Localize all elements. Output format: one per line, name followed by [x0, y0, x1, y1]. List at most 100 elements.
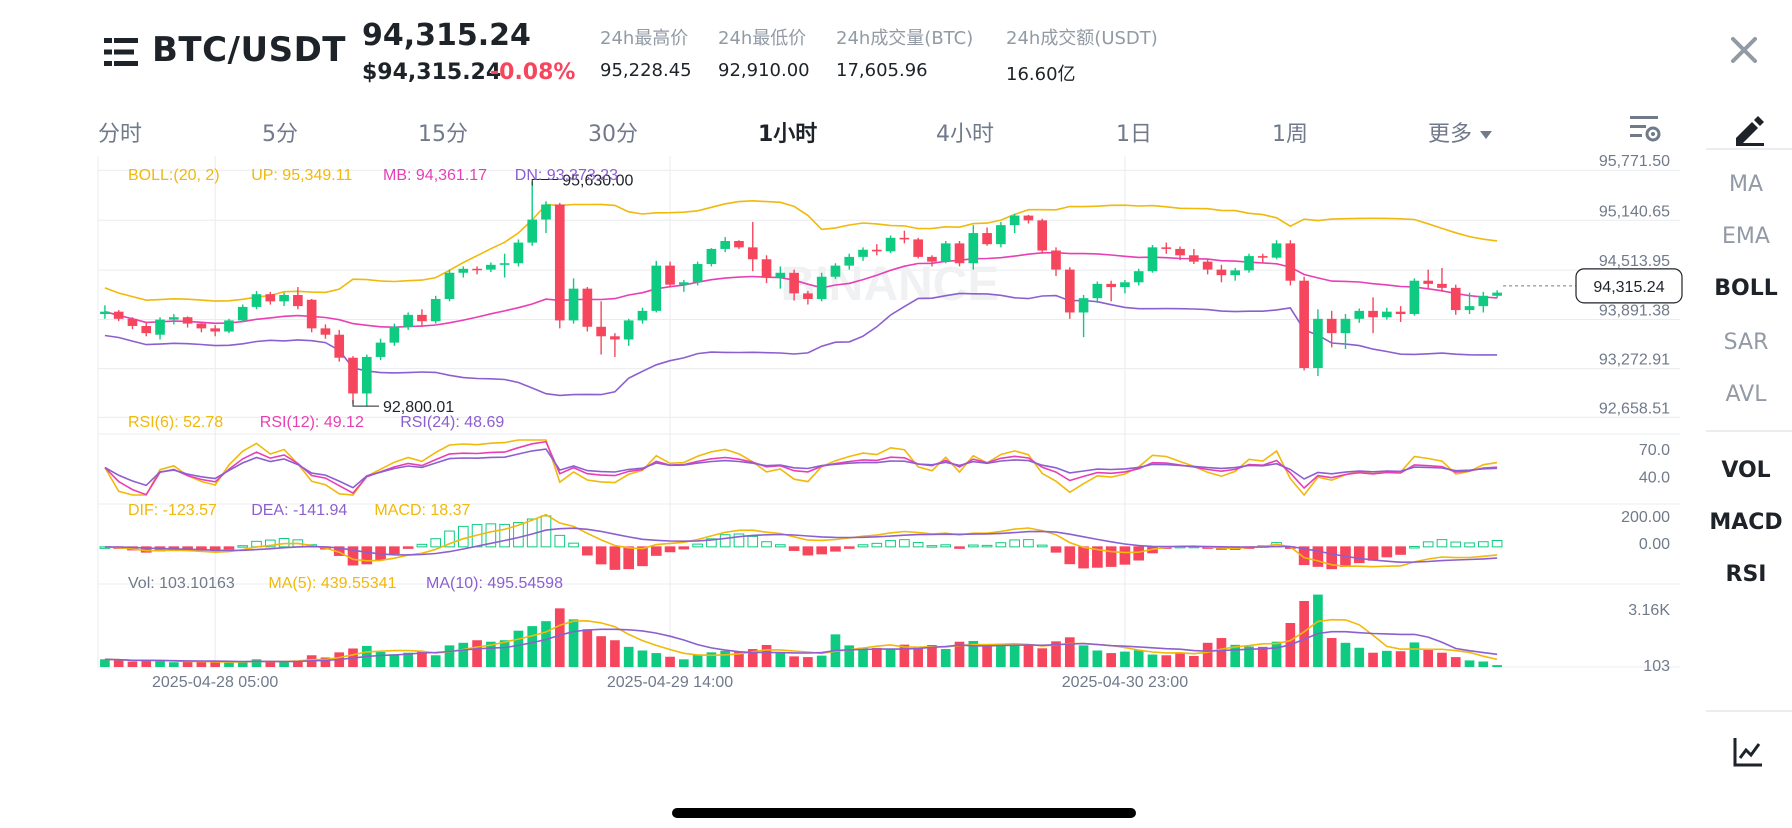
chart-settings-icon[interactable]	[1628, 112, 1662, 144]
volume-bar	[1064, 637, 1075, 667]
candle-body	[403, 314, 413, 327]
macd-histogram-bar	[1105, 546, 1117, 567]
candle	[1368, 297, 1378, 334]
menu-icon[interactable]	[104, 36, 138, 68]
volume-bar	[403, 652, 413, 667]
macd-dea-line	[104, 527, 1498, 564]
candle	[265, 291, 276, 305]
candle	[279, 292, 289, 307]
macd-histogram-bar	[1050, 546, 1062, 553]
candle-body	[899, 237, 910, 240]
candle-body	[665, 265, 675, 285]
candle-body	[1216, 269, 1227, 276]
candle-body	[679, 282, 689, 285]
volume-bar	[1147, 654, 1158, 667]
indicator-macd[interactable]: MACD	[1709, 510, 1783, 535]
volume-bar	[637, 650, 648, 667]
macd-histogram-bar	[430, 538, 442, 548]
stat-value: 16.60亿	[1006, 64, 1076, 85]
tab-time-share[interactable]: 分时	[98, 122, 143, 147]
indicator-ema[interactable]: EMA	[1722, 224, 1770, 249]
stat-value: 95,228.45	[600, 60, 692, 81]
indicator-ma[interactable]: MA	[1728, 172, 1764, 197]
candle	[761, 255, 772, 284]
draw-tool-icon[interactable]	[1732, 112, 1766, 146]
candle-body	[1478, 295, 1489, 307]
indicator-rsi[interactable]: RSI	[1725, 562, 1767, 587]
candle	[444, 269, 455, 302]
volume-bar	[293, 660, 303, 667]
candle-body	[1078, 298, 1089, 313]
candle	[196, 322, 207, 333]
rsi-pane	[104, 439, 1498, 497]
macd-histogram-bar	[706, 538, 717, 548]
candle	[155, 317, 165, 340]
macd-histogram-bar	[940, 544, 952, 548]
indicator-sar[interactable]: SAR	[1723, 330, 1769, 355]
candle-body	[761, 259, 772, 278]
candle-body	[1023, 215, 1034, 221]
tab-1w[interactable]: 1周	[1272, 122, 1308, 147]
candle-body	[1244, 256, 1254, 271]
candle-body	[251, 294, 262, 307]
macd-histogram-bar	[637, 546, 648, 567]
volume-bar	[1078, 645, 1089, 667]
tab-1d[interactable]: 1日	[1116, 122, 1152, 147]
volume-bar	[1313, 594, 1323, 667]
volume-bar	[237, 661, 248, 667]
volume-bar	[858, 647, 868, 667]
candle	[1009, 214, 1020, 234]
chart-graph-icon[interactable]	[1732, 736, 1764, 768]
volume-bar	[196, 661, 207, 667]
volume-bar	[1009, 645, 1020, 667]
candle	[1244, 253, 1254, 273]
close-icon[interactable]	[1728, 34, 1760, 66]
indicator-vol[interactable]: VOL	[1721, 458, 1771, 483]
candle	[1423, 269, 1434, 289]
candle-body	[182, 317, 193, 324]
candle	[582, 287, 593, 332]
macd-histogram-bar	[499, 523, 510, 548]
candle	[320, 324, 331, 339]
macd-histogram-bar	[1326, 546, 1338, 570]
y-axis: 95,771.50 95,140.65 94,513.95 93,891.38 93,2…	[1599, 153, 1671, 675]
tab-5m[interactable]: 5分	[262, 122, 298, 147]
volume-bar	[155, 660, 165, 667]
candle	[127, 317, 138, 330]
tab-1h[interactable]: 1小时	[758, 122, 818, 147]
price-axis-label: 95,140.65	[1599, 203, 1670, 220]
candle	[1340, 314, 1351, 349]
volume-bar	[568, 619, 579, 667]
macd-histogram-bar	[1023, 539, 1034, 548]
trading-pair[interactable]: BTC/USDT	[152, 30, 346, 70]
candle-body	[568, 288, 579, 321]
candle-body	[554, 204, 565, 321]
volume-bar	[940, 649, 951, 667]
candle	[541, 201, 551, 234]
candle	[996, 221, 1006, 248]
tab-15m[interactable]: 15分	[418, 122, 468, 147]
watermark: BINANCE	[781, 258, 1000, 311]
indicator-avl[interactable]: AVL	[1725, 382, 1767, 407]
candle	[251, 291, 262, 310]
candle-body	[196, 323, 207, 329]
candlestick-chart[interactable]: BINANCE 95,630.00 92,800.01 94,315.24 BOLL…	[0, 150, 1700, 790]
tab-30m[interactable]: 30分	[588, 122, 638, 147]
tab-more[interactable]: 更多	[1428, 116, 1493, 148]
candle-body	[486, 264, 496, 270]
candle-body	[775, 272, 786, 278]
candle	[720, 237, 731, 253]
candle	[1395, 306, 1406, 322]
candle	[1450, 284, 1461, 315]
candle	[361, 354, 372, 407]
high-marker-label: 95,630.00	[562, 172, 633, 189]
tab-4h[interactable]: 4小时	[936, 122, 994, 147]
candle	[1175, 246, 1185, 261]
candle-body	[100, 311, 110, 315]
volume-bar	[1230, 644, 1241, 667]
macd-histogram-bar	[1395, 546, 1406, 555]
macd-histogram-bar	[1078, 546, 1089, 569]
macd-histogram-bar	[1422, 541, 1434, 548]
indicator-boll[interactable]: BOLL	[1714, 276, 1778, 301]
candle-body	[1120, 282, 1130, 288]
